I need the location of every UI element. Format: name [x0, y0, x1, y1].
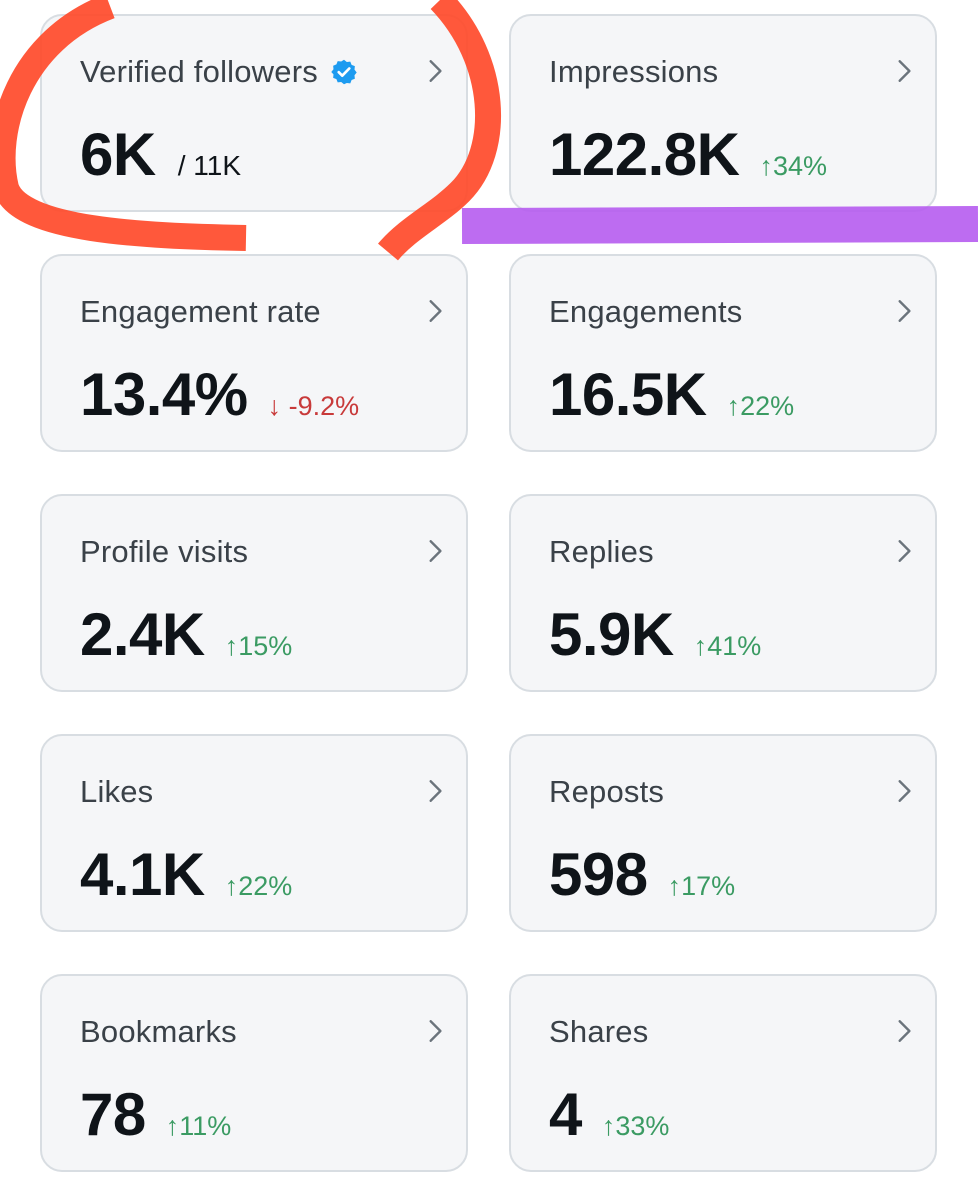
- metric-value: 5.9K: [549, 601, 674, 668]
- metric-total: / 11K: [177, 150, 242, 181]
- metric-label: Engagements: [549, 294, 743, 329]
- chevron-right-icon: [898, 1020, 911, 1042]
- chevron-right-icon: [429, 60, 442, 82]
- metric-delta: ↑22%: [726, 391, 795, 421]
- metric-label: Likes: [80, 774, 154, 809]
- metric-card-bookmarks[interactable]: Bookmarks 78 ↑11%: [40, 974, 468, 1172]
- metric-label: Replies: [549, 534, 654, 569]
- metric-value: 16.5K: [549, 361, 707, 428]
- metric-card-profile-visits[interactable]: Profile visits 2.4K ↑15%: [40, 494, 468, 692]
- metric-card-verified-followers[interactable]: Verified followers 6K / 11K: [40, 14, 468, 212]
- metric-value: 122.8K: [549, 121, 740, 188]
- metric-delta: ↑34%: [759, 151, 828, 181]
- chevron-right-icon: [429, 780, 442, 802]
- metric-card-impressions[interactable]: Impressions 122.8K ↑34%: [509, 14, 937, 212]
- metric-value: 78: [80, 1081, 146, 1148]
- metric-delta: ↑41%: [693, 631, 762, 661]
- chevron-right-icon: [898, 60, 911, 82]
- metric-label: Reposts: [549, 774, 665, 809]
- metric-value: 2.4K: [80, 601, 205, 668]
- metric-value: 6K: [80, 121, 156, 188]
- metric-label: Engagement rate: [80, 294, 321, 329]
- verified-badge-icon: [331, 59, 357, 85]
- chevron-right-icon: [898, 300, 911, 322]
- metric-value: 13.4%: [80, 361, 248, 428]
- metric-label: Verified followers: [80, 54, 358, 90]
- metric-card-likes[interactable]: Likes 4.1K ↑22%: [40, 734, 468, 932]
- metric-delta: ↓ -9.2%: [267, 391, 360, 421]
- metric-delta: ↑33%: [601, 1111, 670, 1141]
- chevron-right-icon: [429, 1020, 442, 1042]
- metric-delta: ↑15%: [224, 631, 293, 661]
- metric-card-replies[interactable]: Replies 5.9K ↑41%: [509, 494, 937, 692]
- chevron-right-icon: [898, 780, 911, 802]
- metric-card-engagement-rate[interactable]: Engagement rate 13.4% ↓ -9.2%: [40, 254, 468, 452]
- metric-card-engagements[interactable]: Engagements 16.5K ↑22%: [509, 254, 937, 452]
- metric-value: 4.1K: [80, 841, 205, 908]
- metric-label: Impressions: [549, 54, 719, 89]
- metric-label: Shares: [549, 1014, 649, 1049]
- metric-card-reposts[interactable]: Reposts 598 ↑17%: [509, 734, 937, 932]
- chevron-right-icon: [429, 540, 442, 562]
- metric-value: 4: [549, 1081, 582, 1148]
- chevron-right-icon: [898, 540, 911, 562]
- metric-value: 598: [549, 841, 648, 908]
- metric-label: Bookmarks: [80, 1014, 237, 1049]
- purple-underline-annotation: [461, 206, 978, 244]
- metric-delta: ↑22%: [224, 871, 293, 901]
- metric-label: Profile visits: [80, 534, 249, 569]
- chevron-right-icon: [429, 300, 442, 322]
- metric-card-shares[interactable]: Shares 4 ↑33%: [509, 974, 937, 1172]
- metric-delta: ↑11%: [165, 1111, 232, 1141]
- metric-delta: ↑17%: [667, 871, 736, 901]
